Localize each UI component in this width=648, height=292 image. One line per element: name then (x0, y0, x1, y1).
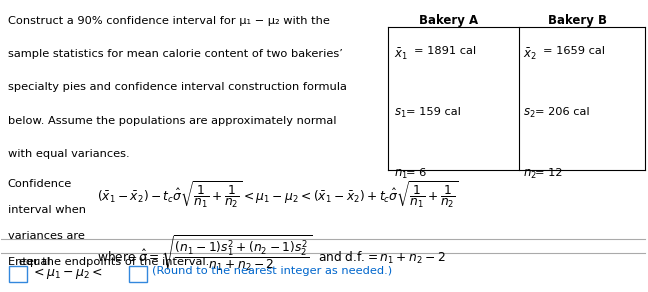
Text: below. Assume the populations are approximately normal: below. Assume the populations are approx… (8, 116, 336, 126)
Text: Confidence: Confidence (8, 179, 72, 189)
FancyBboxPatch shape (129, 266, 147, 282)
Text: sample statistics for mean calorie content of two bakeries’: sample statistics for mean calorie conte… (8, 49, 343, 59)
Text: $s_1$: $s_1$ (394, 107, 406, 120)
Text: = 1659 cal: = 1659 cal (544, 46, 605, 56)
Text: Enter the endpoints of the interval.: Enter the endpoints of the interval. (8, 257, 209, 267)
Text: equal: equal (8, 257, 51, 267)
Text: Construct a 90% confidence interval for μ₁ − μ₂ with the: Construct a 90% confidence interval for … (8, 16, 330, 26)
Text: with equal variances.: with equal variances. (8, 149, 130, 159)
Text: specialty pies and confidence interval construction formula: specialty pies and confidence interval c… (8, 82, 347, 92)
Text: variances are: variances are (8, 231, 85, 241)
Text: $\left(\bar{x}_1-\bar{x}_2\right)-t_c\hat{\sigma}\sqrt{\dfrac{1}{n_1}+\dfrac{1}{: $\left(\bar{x}_1-\bar{x}_2\right)-t_c\ha… (97, 179, 459, 210)
Text: = 206 cal: = 206 cal (535, 107, 590, 117)
Text: $\bar{x}_1$: $\bar{x}_1$ (394, 46, 408, 62)
Text: = 159 cal: = 159 cal (406, 107, 461, 117)
Text: $\bar{x}_2$: $\bar{x}_2$ (523, 46, 537, 62)
Text: = 1891 cal: = 1891 cal (414, 46, 476, 56)
Text: (Round to the nearest integer as needed.): (Round to the nearest integer as needed.… (152, 266, 393, 276)
Text: Bakery A: Bakery A (419, 14, 478, 27)
Text: interval when: interval when (8, 205, 86, 215)
Text: $s_2$: $s_2$ (523, 107, 535, 120)
FancyBboxPatch shape (9, 266, 27, 282)
Text: = 6: = 6 (406, 168, 426, 178)
Text: $<\mu_1-\mu_2<$: $<\mu_1-\mu_2<$ (31, 266, 103, 281)
Text: $n_1$: $n_1$ (394, 168, 408, 181)
Text: where $\hat{\sigma}=\sqrt{\dfrac{(n_1-1)s_1^2+(n_2-1)s_2^2}{n_1+n_2-2}}$  and d.: where $\hat{\sigma}=\sqrt{\dfrac{(n_1-1)… (97, 234, 445, 273)
Text: Bakery B: Bakery B (548, 14, 607, 27)
Text: = 12: = 12 (535, 168, 562, 178)
Text: $n_2$: $n_2$ (523, 168, 537, 181)
